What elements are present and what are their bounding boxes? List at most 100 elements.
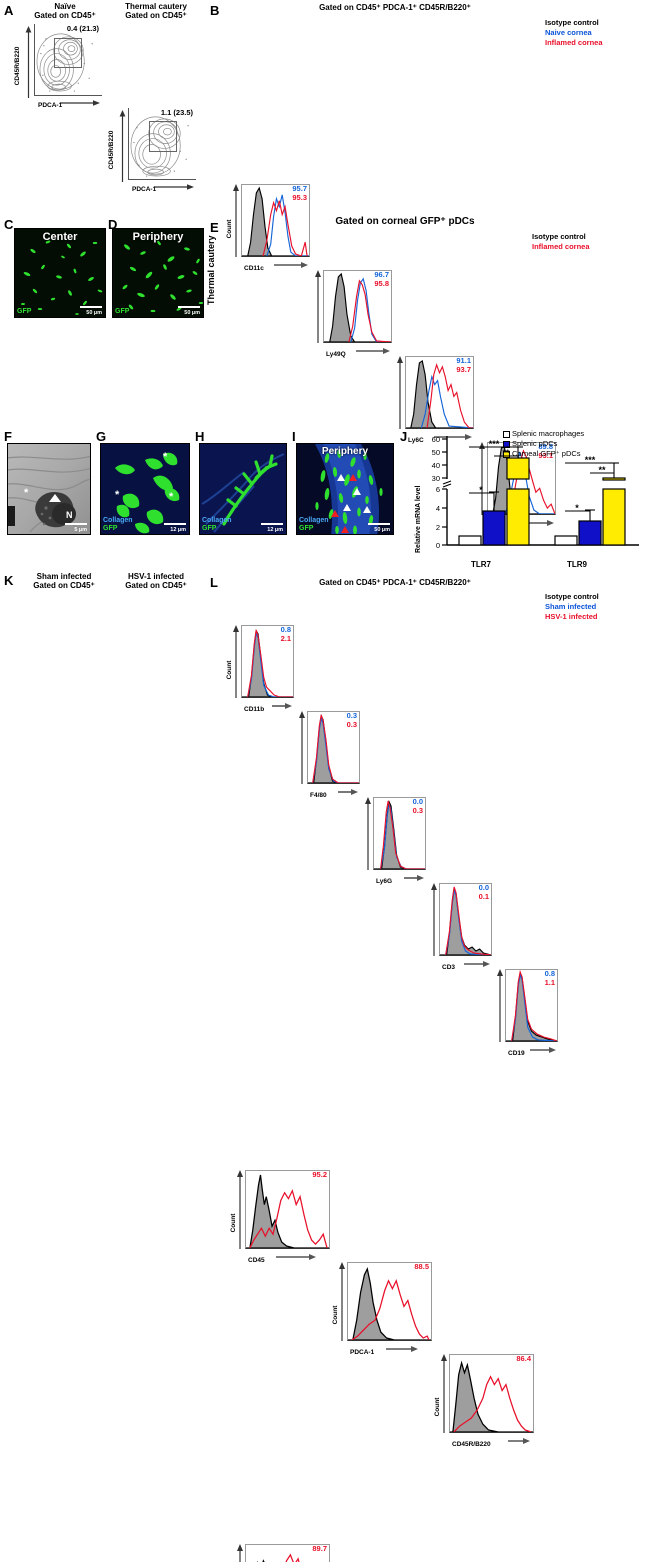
gfp-cells — [113, 229, 203, 317]
hist-e-gr1-red: 89.7 — [312, 1544, 327, 1553]
micrograph-collagen-gfp-2[interactable]: Collagen GFP 12 µm — [199, 443, 287, 535]
hist-b-ly49q[interactable]: 96.7 95.8 Ly49Q — [310, 270, 392, 358]
x-axis-arrow-icon — [272, 703, 292, 709]
confocal-image — [200, 444, 286, 534]
hist-b-cd3[interactable]: 0.0 0.1 CD3 — [426, 883, 492, 971]
x-axis-arrow-icon — [530, 1047, 556, 1053]
x-axis-arrow-icon — [404, 875, 424, 881]
panel-l-title: Gated on CD45⁺ PDCA-1⁺ CD45R/B220⁺ — [319, 578, 471, 587]
dotplot-thermal-area — [128, 108, 196, 180]
hist-b-cd11c[interactable]: Count 95.7 95.3 CD11c — [226, 184, 310, 272]
legend-item-corneal-pdcs: Corneal GFP⁺ pDCs — [503, 449, 584, 459]
gate-region[interactable] — [149, 120, 178, 152]
micrograph-periphery-channel: GFP — [115, 308, 130, 316]
panel-e-letter: E — [210, 220, 219, 235]
micrograph-center[interactable]: Center GFP 50 µm — [14, 228, 106, 318]
svg-text:4: 4 — [436, 504, 440, 513]
count-axis-arrow-icon — [441, 1354, 447, 1433]
panel-e-legend: Isotype control Inflamed cornea — [532, 232, 590, 252]
panel-l-letter: L — [210, 575, 218, 590]
hist-area — [405, 356, 474, 429]
hist-area — [241, 625, 294, 698]
panel-b-letter: B — [210, 3, 220, 18]
micrograph-tem-scale: 5 µm — [74, 527, 87, 533]
hist-e-cd45[interactable]: Count 95.2 CD45 — [230, 1170, 330, 1264]
count-axis-arrow-icon — [397, 356, 403, 429]
legend-inflamed: Inflamed cornea — [545, 38, 603, 48]
hist-e-pdca1[interactable]: Count 88.5 PDCA-1 — [332, 1262, 432, 1356]
hist-b-ly6g[interactable]: 0.0 0.3 Ly6G — [360, 797, 426, 885]
hist-b-cd11b-marker: CD11b — [244, 706, 265, 713]
hist-b-f480-marker: F4/80 — [310, 792, 327, 799]
bar-tlr9-macrophages — [554, 535, 578, 546]
hist-e-cd45rb220[interactable]: Count 86.4 CD45R/B220 — [433, 1354, 534, 1448]
legend-isotype: Isotype control — [532, 232, 586, 241]
hist-b-ly6g-blue: 0.0 — [412, 797, 423, 806]
dotplot-thermal-cautery[interactable]: CD45R/B220 — [108, 108, 196, 193]
hist-curves — [242, 186, 309, 256]
hist-b-f480-blue: 0.3 — [346, 711, 357, 720]
svg-text:*: * — [575, 503, 579, 513]
count-axis-arrow-icon — [339, 1262, 345, 1341]
panel-i-letter: I — [292, 429, 296, 444]
gate-region[interactable] — [53, 38, 82, 68]
micrograph-collagen-gfp-1[interactable]: * * * Collagen GFP 12 µm — [100, 443, 190, 535]
count-axis-arrow-icon — [237, 1544, 243, 1562]
hist-b-ly49q-blue: 96.7 — [374, 270, 389, 279]
x-axis-arrow-icon — [386, 1346, 418, 1352]
hist-b2-ylabel: Count — [225, 660, 233, 680]
micrograph-h-scale: 12 µm — [267, 527, 283, 533]
count-axis-arrow-icon — [233, 625, 239, 698]
hist-b-cd11c-red: 95.3 — [292, 193, 307, 202]
hist-b-cd11b[interactable]: Count 0.8 2.1 CD11b — [225, 625, 294, 713]
panel-j-letter: J — [400, 429, 408, 444]
count-axis-arrow-icon — [237, 1170, 243, 1249]
svg-text:50: 50 — [432, 448, 440, 457]
legend-isotype: Isotype control — [545, 18, 599, 27]
xtick-tlr7: TLR7 — [471, 560, 491, 569]
bar-tlr7-corneal-pdcs-lower — [506, 488, 530, 546]
micrograph-periphery-confocal[interactable]: Periphery Collagen GFP 50 µm — [296, 443, 394, 535]
hist-b-ly6c[interactable]: 91.1 93.7 Ly6C — [392, 356, 474, 444]
legend-hsv1: HSV-1 infected — [545, 612, 598, 622]
hist-e-gr1[interactable]: Count 89.7 Gr-1 — [232, 1544, 330, 1562]
panel-a-plot1-title: Naïve Gated on CD45⁺ — [34, 2, 96, 21]
confocal-image: * * * — [101, 444, 189, 534]
bar-chart[interactable]: 60 50 40 30 6 4 2 0 * *** ** — [423, 432, 643, 560]
hist-b-cd19-red: 1.1 — [544, 978, 555, 987]
hist-b-cd19[interactable]: 0.8 1.1 CD19 — [492, 969, 558, 1057]
x-axis-arrow-icon — [338, 789, 358, 795]
hist-e-ylabel3: Count — [433, 1397, 441, 1417]
micrograph-periphery[interactable]: Periphery GFP 50 µm — [112, 228, 204, 318]
hist-e-pdca1-marker: PDCA-1 — [350, 1349, 375, 1356]
hist-b-ly6g-red: 0.3 — [412, 806, 423, 815]
hist-b-gr1-blue: 89.8 — [538, 442, 553, 451]
micrograph-g-scale: 12 µm — [170, 527, 186, 533]
dotplot-naive-xlabel: PDCA-1 — [38, 102, 63, 109]
micrograph-i-channel2: GFP — [299, 525, 314, 533]
hist-area — [323, 270, 392, 343]
bar-tlr9-corneal-pdcs-upper — [602, 477, 626, 481]
bar-tlr9-splenic-pdcs — [578, 520, 602, 546]
hist-b-cd11c-marker: CD11c — [244, 265, 264, 272]
micrograph-tem[interactable]: N * 5 µm — [7, 443, 91, 535]
dotplot-naive[interactable]: CD45R/B220 — [14, 24, 102, 109]
hist-area — [241, 184, 310, 257]
svg-text:**: ** — [598, 465, 606, 475]
hist-area — [449, 1354, 534, 1433]
bar-chart-svg: 60 50 40 30 6 4 2 0 * *** ** — [432, 435, 639, 550]
hist-b-f480-red: 0.3 — [346, 720, 357, 729]
panel-d-letter: D — [108, 217, 118, 232]
x-axis-arrow-icon — [356, 348, 390, 354]
hist-b-f480[interactable]: 0.3 0.3 F4/80 — [294, 711, 360, 799]
hist-e-cd45rb220-red: 86.4 — [516, 1354, 531, 1363]
hist-curves — [450, 1360, 533, 1432]
micrograph-i-title: Periphery — [321, 446, 369, 457]
hist-e-cd45-marker: CD45 — [248, 1257, 265, 1264]
micrograph-g-channel1: Collagen — [103, 517, 133, 525]
hist-b-cd3-marker: CD3 — [442, 964, 456, 971]
hist-curves — [242, 629, 293, 697]
legend-label-0: Splenic macrophages — [512, 429, 585, 438]
micrograph-periphery-title: Periphery — [132, 231, 184, 243]
hist-e-cd45rb220-marker: CD45R/B220 — [452, 1441, 491, 1448]
